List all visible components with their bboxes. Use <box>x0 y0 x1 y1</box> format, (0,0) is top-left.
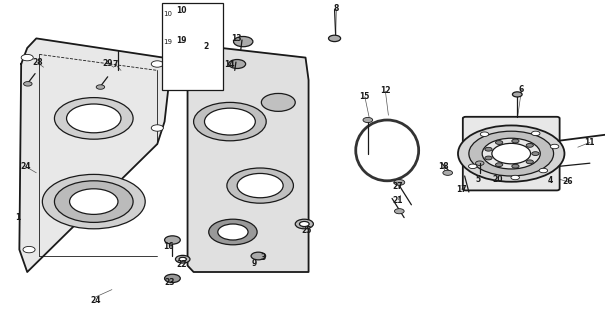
Text: 19: 19 <box>176 36 187 44</box>
Circle shape <box>42 174 145 229</box>
Text: 26: 26 <box>562 177 573 186</box>
Text: 4: 4 <box>548 176 553 185</box>
Circle shape <box>485 147 492 151</box>
Circle shape <box>67 104 121 133</box>
Text: 22: 22 <box>176 260 187 269</box>
Text: 27: 27 <box>393 182 404 191</box>
Text: 1: 1 <box>16 213 21 222</box>
Circle shape <box>512 139 519 143</box>
Circle shape <box>495 163 503 167</box>
Circle shape <box>526 143 534 147</box>
Polygon shape <box>188 45 309 272</box>
Text: 24: 24 <box>20 162 31 171</box>
Text: 12: 12 <box>380 86 391 95</box>
Text: 11: 11 <box>584 138 595 147</box>
Text: 17: 17 <box>456 185 467 194</box>
Polygon shape <box>19 38 168 272</box>
Text: 25: 25 <box>301 226 312 235</box>
Text: 7: 7 <box>113 60 117 68</box>
Circle shape <box>469 131 554 176</box>
Text: 24: 24 <box>90 296 101 305</box>
Circle shape <box>229 60 246 68</box>
Text: 13: 13 <box>231 34 241 43</box>
Circle shape <box>482 138 540 169</box>
Circle shape <box>178 16 190 22</box>
Circle shape <box>23 246 35 253</box>
Circle shape <box>204 108 255 135</box>
Circle shape <box>492 143 531 164</box>
Bar <box>162 3 223 90</box>
Circle shape <box>394 180 405 185</box>
Circle shape <box>209 219 257 245</box>
Text: 2: 2 <box>203 42 208 51</box>
Circle shape <box>526 160 534 164</box>
Circle shape <box>363 117 373 123</box>
Text: 19: 19 <box>163 39 172 44</box>
Circle shape <box>175 255 190 263</box>
Text: 21: 21 <box>393 196 404 204</box>
Circle shape <box>443 170 453 175</box>
Circle shape <box>151 125 163 131</box>
Circle shape <box>194 102 266 141</box>
Text: 18: 18 <box>438 162 449 171</box>
Circle shape <box>539 168 548 173</box>
Circle shape <box>54 98 133 139</box>
Text: 3: 3 <box>261 253 266 262</box>
Circle shape <box>165 236 180 244</box>
Circle shape <box>96 85 105 89</box>
Circle shape <box>261 93 295 111</box>
Text: 29: 29 <box>102 59 113 68</box>
Circle shape <box>237 173 283 198</box>
Circle shape <box>54 181 133 222</box>
Text: 14: 14 <box>224 60 235 68</box>
Text: 10: 10 <box>163 12 172 17</box>
Circle shape <box>227 168 293 203</box>
Circle shape <box>151 61 163 67</box>
Text: 8: 8 <box>334 4 339 12</box>
Text: 10: 10 <box>176 6 187 15</box>
Circle shape <box>24 82 32 86</box>
Circle shape <box>295 219 313 229</box>
Circle shape <box>458 125 564 182</box>
Circle shape <box>468 164 477 169</box>
Circle shape <box>551 144 559 149</box>
Circle shape <box>21 54 33 61</box>
Circle shape <box>511 175 520 180</box>
Circle shape <box>495 140 503 144</box>
Circle shape <box>165 274 180 283</box>
Circle shape <box>251 252 266 260</box>
Circle shape <box>512 164 519 168</box>
Text: 15: 15 <box>359 92 370 100</box>
FancyBboxPatch shape <box>463 117 560 190</box>
Circle shape <box>480 132 489 136</box>
Text: 16: 16 <box>163 242 174 251</box>
Circle shape <box>299 221 309 227</box>
Circle shape <box>532 152 539 156</box>
Circle shape <box>329 35 341 42</box>
Circle shape <box>512 92 522 97</box>
Text: 23: 23 <box>164 278 175 287</box>
Text: 20: 20 <box>492 175 503 184</box>
Circle shape <box>485 156 492 160</box>
Text: 6: 6 <box>519 85 524 94</box>
Text: 9: 9 <box>252 260 257 268</box>
Circle shape <box>394 209 404 214</box>
Text: 28: 28 <box>32 58 43 67</box>
Circle shape <box>532 131 540 136</box>
Circle shape <box>70 189 118 214</box>
Text: 5: 5 <box>476 175 480 184</box>
Circle shape <box>476 161 484 165</box>
Circle shape <box>179 257 186 261</box>
Circle shape <box>218 224 248 240</box>
Circle shape <box>234 36 253 47</box>
